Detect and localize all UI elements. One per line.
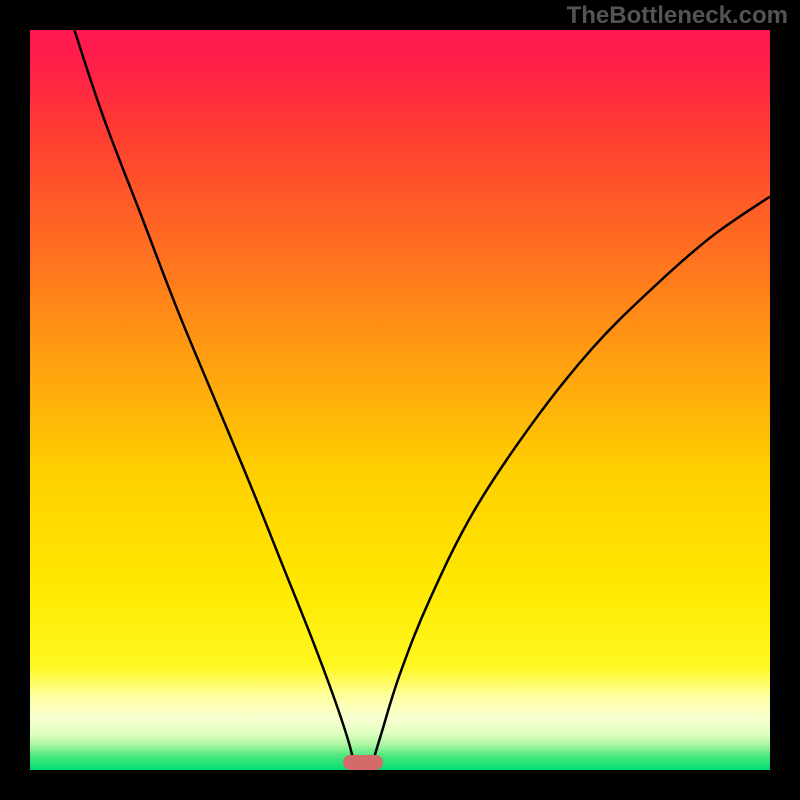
- optimal-range-marker: [343, 755, 384, 770]
- chart-container: TheBottleneck.com: [0, 0, 800, 800]
- plot-area: [30, 30, 770, 770]
- gradient-background: [30, 30, 770, 770]
- watermark-text: TheBottleneck.com: [567, 2, 788, 30]
